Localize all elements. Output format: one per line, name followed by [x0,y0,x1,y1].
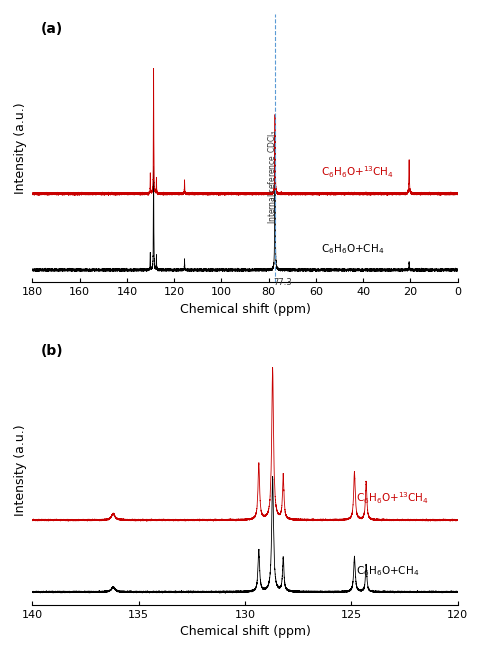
Text: (b): (b) [41,344,64,359]
X-axis label: Chemical shift (ppm): Chemical shift (ppm) [180,303,310,316]
X-axis label: Chemical shift (ppm): Chemical shift (ppm) [180,625,310,638]
Y-axis label: Intensity (a.u.): Intensity (a.u.) [14,424,27,516]
Text: C$_6$H$_6$O+CH$_4$: C$_6$H$_6$O+CH$_4$ [321,243,384,256]
Text: C$_6$H$_6$O+$^{13}$CH$_4$: C$_6$H$_6$O+$^{13}$CH$_4$ [356,490,428,506]
Text: C$_6$H$_6$O+$^{13}$CH$_4$: C$_6$H$_6$O+$^{13}$CH$_4$ [321,164,393,180]
Text: 77.3: 77.3 [273,278,292,287]
Text: (a): (a) [41,22,63,36]
Text: C$_6$H$_6$O+CH$_4$: C$_6$H$_6$O+CH$_4$ [356,564,419,578]
Text: Internal reference CDCl$_3$: Internal reference CDCl$_3$ [266,129,279,224]
Y-axis label: Intensity (a.u.): Intensity (a.u.) [14,102,27,194]
